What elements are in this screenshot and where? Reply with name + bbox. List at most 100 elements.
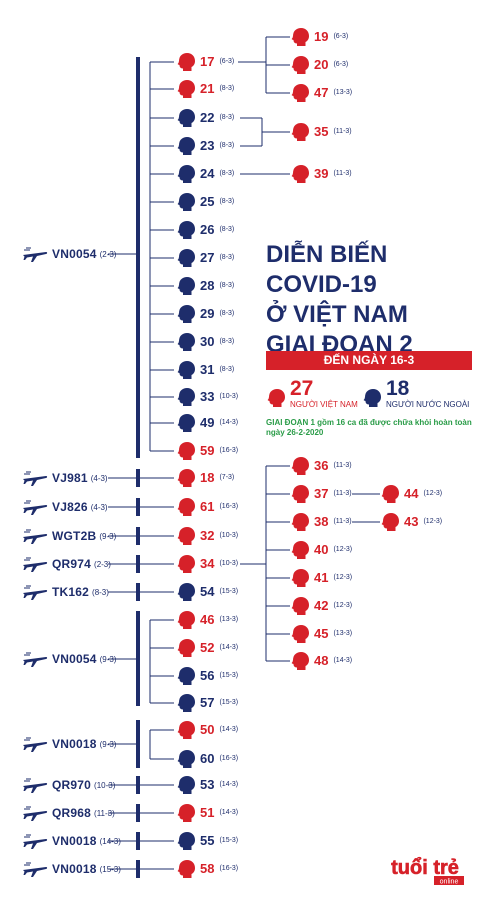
- person-head-icon: [177, 750, 195, 768]
- case-53: 53 (14-3): [176, 775, 238, 795]
- person-head-icon: [291, 84, 309, 102]
- case-date: (13-3): [333, 630, 353, 637]
- person-head-icon: [291, 28, 309, 46]
- case-number: 27: [200, 250, 215, 265]
- flight-date: (2-3): [94, 559, 111, 569]
- person-head-icon: [177, 583, 195, 601]
- case-date: (16-3): [219, 503, 239, 510]
- case-24: 24 (8-3): [176, 164, 234, 184]
- flight-date: (2-3): [99, 249, 117, 259]
- flight-date: (10-3): [94, 780, 116, 790]
- case-37: 37 (11-3): [290, 484, 352, 504]
- case-36: 36 (11-3): [290, 456, 352, 476]
- person-head-icon: [177, 221, 195, 239]
- flight-qr970: QR970 (10-3): [22, 775, 115, 795]
- flight-date: (4-3): [90, 502, 108, 512]
- case-date: (8-3): [219, 366, 235, 373]
- person-head-icon: [177, 611, 195, 629]
- case-number: 18: [200, 470, 215, 485]
- person-head-icon: [267, 389, 285, 407]
- case-date: (10-3): [219, 393, 239, 400]
- case-38: 38 (11-3): [290, 512, 352, 532]
- person-head-icon: [177, 414, 195, 432]
- case-number: 43: [404, 514, 419, 529]
- case-number: 23: [200, 138, 215, 153]
- case-number: 48: [314, 653, 329, 668]
- case-number: 21: [200, 81, 215, 96]
- airplane-icon: [23, 585, 48, 600]
- case-60: 60 (16-3): [176, 749, 238, 769]
- case-number: 20: [314, 57, 329, 72]
- case-28: 28 (8-3): [176, 276, 234, 296]
- case-number: 37: [314, 486, 329, 501]
- case-number: 36: [314, 458, 329, 473]
- case-date: (15-3): [219, 588, 239, 595]
- case-date: (14-3): [219, 781, 239, 788]
- case-date: (8-3): [219, 114, 235, 121]
- case-51: 51 (14-3): [176, 803, 238, 823]
- date-banner: ĐẾN NGÀY 16-3: [266, 351, 472, 370]
- case-56: 56 (15-3): [176, 666, 238, 686]
- case-date: (8-3): [219, 142, 235, 149]
- case-date: (8-3): [219, 338, 235, 345]
- case-date: (8-3): [219, 170, 235, 177]
- airplane-icon: [23, 247, 48, 262]
- case-30: 30 (8-3): [176, 332, 234, 352]
- case-date: (14-3): [219, 419, 239, 426]
- case-number: 57: [200, 695, 215, 710]
- case-number: 30: [200, 334, 215, 349]
- person-head-icon: [291, 513, 309, 531]
- case-date: (10-3): [219, 532, 239, 539]
- person-head-icon: [177, 527, 195, 545]
- person-head-icon: [177, 860, 195, 878]
- case-number: 29: [200, 306, 215, 321]
- case-number: 34: [200, 556, 215, 571]
- person-head-icon: [177, 469, 195, 487]
- flight-code: VJ981: [52, 471, 88, 485]
- case-48: 48 (14-3): [290, 651, 352, 671]
- case-number: 39: [314, 166, 329, 181]
- person-head-icon: [291, 123, 309, 141]
- flight-date: (9-3): [99, 739, 117, 749]
- airplane-icon: [23, 500, 48, 515]
- case-date: (8-3): [219, 226, 235, 233]
- svg-text:online: online: [440, 879, 459, 886]
- case-number: 50: [200, 722, 215, 737]
- case-number: 58: [200, 861, 215, 876]
- person-head-icon: [177, 804, 195, 822]
- case-number: 24: [200, 166, 215, 181]
- case-41: 41 (12-3): [290, 568, 352, 588]
- airplane-icon: [23, 652, 48, 667]
- case-date: (15-3): [219, 672, 239, 679]
- infographic-title: DIỄN BIẾN COVID-19 Ở VIỆT NAM GIAI ĐOẠN …: [266, 240, 476, 360]
- flight-date: (15-3): [99, 864, 121, 874]
- flight-vn0018: VN0018 (15-3): [22, 859, 121, 879]
- case-date: (6-3): [333, 33, 349, 40]
- case-52: 52 (14-3): [176, 638, 238, 658]
- flight-wgt2b: WGT2B (9-3): [22, 526, 116, 546]
- person-head-icon: [177, 305, 195, 323]
- flight-code: QR968: [52, 806, 92, 820]
- case-number: 33: [200, 389, 215, 404]
- case-number: 42: [314, 598, 329, 613]
- case-61: 61 (16-3): [176, 497, 238, 517]
- case-date: (11-3): [333, 128, 352, 135]
- case-date: (14-3): [219, 809, 239, 816]
- airplane-icon: [23, 834, 48, 849]
- flight-code: VJ826: [52, 500, 88, 514]
- person-head-icon: [291, 457, 309, 475]
- person-head-icon: [177, 53, 195, 71]
- person-head-icon: [177, 498, 195, 516]
- case-date: (11-3): [333, 462, 352, 469]
- case-27: 27 (8-3): [176, 248, 234, 268]
- case-43: 43 (12-3): [380, 512, 442, 532]
- flight-date: (9-3): [99, 531, 117, 541]
- phase-one-note: GIAI ĐOẠN 1 gồm 16 ca đã được chữa khỏi …: [266, 418, 472, 437]
- case-date: (8-3): [219, 310, 235, 317]
- person-head-icon: [177, 249, 195, 267]
- case-number: 17: [200, 54, 215, 69]
- case-31: 31 (8-3): [176, 360, 234, 380]
- case-date: (12-3): [333, 546, 353, 553]
- case-42: 42 (12-3): [290, 596, 352, 616]
- case-date: (14-3): [333, 657, 353, 664]
